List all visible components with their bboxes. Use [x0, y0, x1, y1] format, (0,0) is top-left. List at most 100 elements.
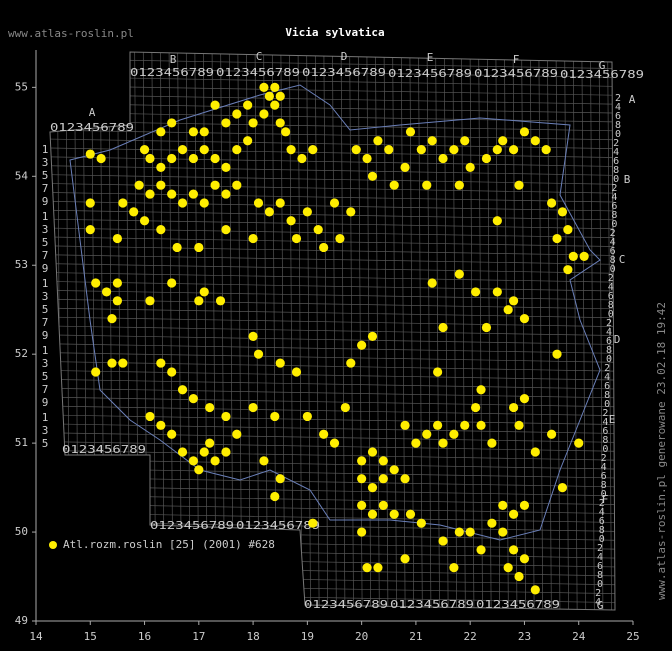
occurrence-dot — [335, 233, 345, 244]
occurrence-dot — [503, 563, 513, 573]
y-tick-label: 53 — [15, 258, 28, 271]
row-digit: 3 — [42, 424, 49, 437]
grid-line — [50, 414, 615, 426]
row-digit: 2 — [602, 408, 608, 419]
grid-line — [590, 52, 595, 610]
occurrence-dot — [563, 225, 573, 235]
occurrence-dot — [112, 296, 123, 306]
y-tick-label: 54 — [15, 169, 29, 182]
occurrence-dot — [389, 509, 399, 519]
occurrence-dot — [139, 216, 150, 226]
occurrence-dot — [85, 225, 95, 235]
digit-strip: 0123456789 — [302, 66, 386, 79]
occurrence-dot — [346, 207, 356, 217]
digit-strip: 0123456789 — [216, 66, 300, 79]
row-digit: 5 — [42, 303, 49, 316]
row-digit: 7 — [42, 316, 49, 329]
occurrence-dot — [329, 198, 340, 208]
occurrence-dot — [167, 367, 177, 377]
grid-line — [50, 165, 615, 176]
occurrence-dot — [460, 136, 470, 146]
row-digit: 3 — [42, 156, 49, 169]
occurrence-dot — [199, 198, 209, 208]
occurrence-dot — [270, 411, 280, 422]
grid-line — [50, 156, 615, 168]
occurrence-dot — [405, 509, 416, 519]
occurrence-dot — [264, 91, 274, 101]
grid-line — [50, 298, 615, 310]
grid-line — [392, 52, 397, 610]
grid-line — [357, 52, 363, 610]
occurrence-dot — [389, 180, 399, 190]
occurrence-dot — [302, 207, 312, 217]
row-letter: E — [609, 413, 616, 426]
occurrence-dot — [400, 420, 410, 430]
occurrence-dot — [302, 411, 312, 422]
grid-line — [237, 52, 243, 610]
row-digit: 4 — [611, 192, 617, 203]
grid-line — [151, 52, 157, 610]
row-digit: 2 — [599, 498, 605, 509]
occurrence-dot — [259, 456, 269, 466]
x-tick-label: 15 — [84, 630, 97, 643]
occurrence-dot — [210, 153, 220, 164]
row-letter: D — [614, 333, 621, 346]
grid-line — [50, 218, 615, 230]
grid-line — [194, 52, 200, 610]
row-digit: 4 — [595, 597, 601, 608]
grid-line — [50, 378, 615, 390]
side-note: www.atlas-roslin.pl generowane 23.02.18 … — [655, 302, 668, 600]
legend-marker — [49, 541, 57, 549]
digit-strip: 0123456789 — [560, 68, 644, 81]
row-digit: 5 — [42, 437, 49, 450]
row-digit: 8 — [602, 435, 608, 446]
row-digit: 2 — [615, 93, 621, 104]
occurrence-dot — [253, 349, 264, 359]
occurrence-dot — [199, 127, 209, 137]
grid-line — [177, 52, 182, 610]
grid-line — [50, 361, 615, 372]
occurrence-dot — [530, 447, 540, 457]
occurrence-dot — [291, 367, 302, 377]
grid-line — [50, 503, 615, 515]
occurrence-dot — [264, 207, 274, 217]
grid-line — [50, 76, 615, 87]
occurrence-dot — [205, 438, 215, 448]
occurrence-dot — [400, 162, 410, 173]
digit-strip: 0123456789 — [50, 121, 134, 134]
occurrence-dot — [270, 82, 280, 92]
grid-line — [50, 67, 615, 79]
row-digit: 0 — [608, 309, 614, 320]
occurrence-dot — [389, 465, 399, 475]
row-digit: 2 — [608, 273, 614, 284]
grid-line — [495, 52, 501, 610]
occurrence-dot — [579, 251, 589, 261]
column-letter: G — [599, 59, 606, 72]
row-letter: G — [597, 599, 604, 612]
grid-line — [50, 316, 615, 328]
occurrence-dot — [91, 278, 101, 288]
grid-line — [314, 52, 320, 610]
occurrence-dot — [552, 233, 562, 244]
grid-line — [529, 52, 535, 610]
row-digit: 0 — [602, 444, 608, 455]
grid-line — [50, 174, 615, 185]
occurrence-dot — [400, 554, 410, 564]
row-digit: 6 — [597, 561, 603, 572]
row-digit: 0 — [599, 534, 605, 545]
grid-line — [50, 52, 615, 61]
grid-line — [50, 138, 615, 150]
x-tick-label: 14 — [29, 630, 43, 643]
row-digit: 4 — [602, 417, 608, 428]
occurrence-dot — [118, 358, 128, 368]
row-digit: 1 — [42, 143, 49, 156]
grid-line — [50, 263, 615, 274]
occurrence-dot — [177, 145, 188, 155]
occurrence-dot — [449, 563, 459, 573]
occurrence-dot — [346, 358, 356, 368]
grid-line — [50, 485, 615, 497]
occurrence-dot — [471, 287, 481, 297]
occurrence-dot — [275, 91, 285, 101]
occurrence-dot — [367, 331, 378, 341]
